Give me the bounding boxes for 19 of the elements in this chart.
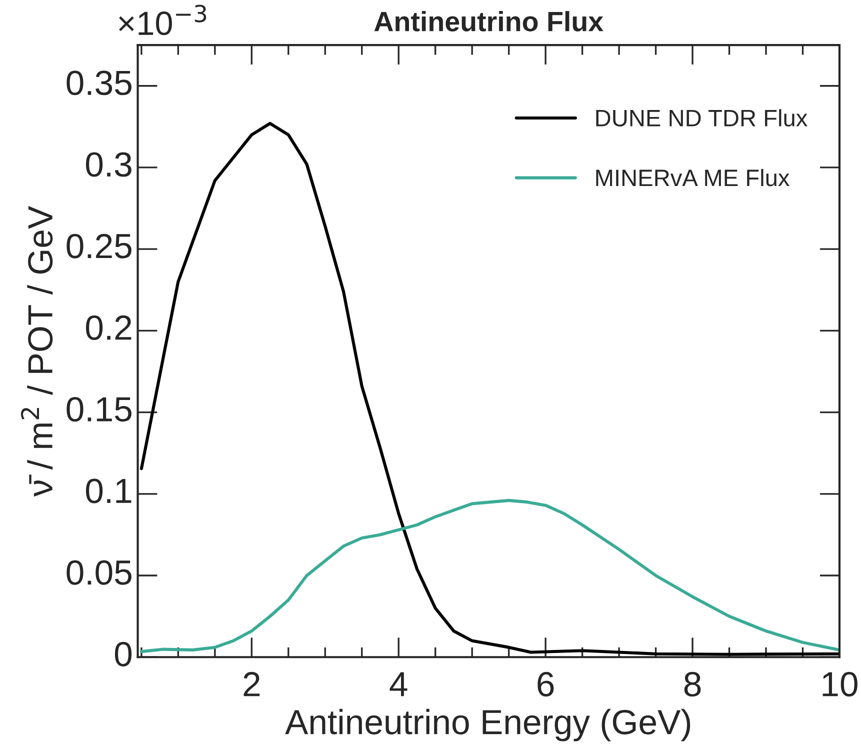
y-tick-label: 0.35 — [66, 70, 132, 96]
legend-label: MINERvA ME Flux — [596, 168, 790, 186]
y-tick-label: 0.15 — [66, 397, 132, 422]
x-tick-label: 4 — [390, 672, 408, 696]
y-tick-label: 0 — [114, 642, 132, 666]
legend-label: DUNE ND TDR Flux — [596, 109, 808, 126]
y-tick-label: 0.3 — [86, 152, 132, 177]
x-tick-label: 8 — [684, 672, 701, 697]
y-tick-label: 0.1 — [86, 478, 132, 504]
y-axis-title: ν̄ / m$^{2}$ / POT / GeV — [20, 206, 53, 497]
x-tick-label: 10 — [822, 672, 858, 697]
x-tick-label: 6 — [538, 672, 554, 697]
chart-title: Antineutrino Flux — [374, 11, 604, 32]
x-axis-title: Antineutrino Energy (GeV) — [285, 708, 690, 742]
x-tick-label: 2 — [244, 672, 260, 696]
y-tick-label: 0.2 — [86, 315, 132, 340]
y-tick-label: 0.25 — [66, 234, 132, 258]
y-tick-label: 0.05 — [66, 560, 132, 585]
text: ×10$^{−3}$ — [119, 4, 206, 36]
